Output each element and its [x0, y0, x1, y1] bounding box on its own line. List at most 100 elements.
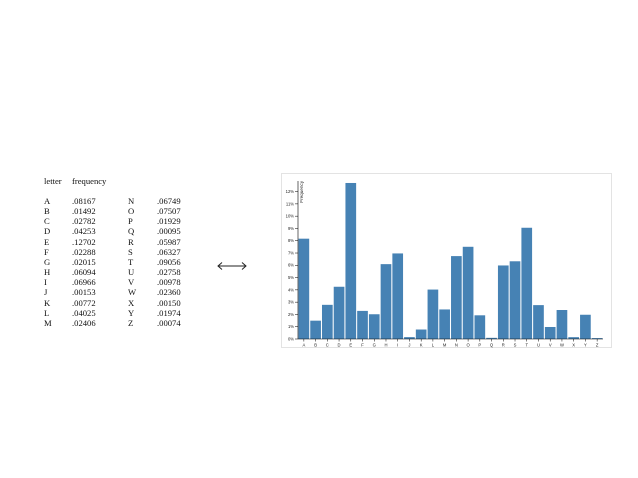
table-cell-frequency: .05987: [157, 236, 181, 247]
y-tick-label: 9%: [288, 226, 294, 231]
x-tick-label: O: [466, 343, 470, 348]
bar-W: [556, 310, 568, 339]
x-tick-label: H: [384, 343, 387, 348]
bar-C: [321, 304, 333, 339]
table-cell-letter: T: [128, 256, 134, 267]
bar-Q: [486, 337, 497, 339]
bar-E: [345, 182, 357, 339]
table-cell-frequency: .09056: [157, 256, 181, 267]
table-cell-letter: M: [44, 317, 52, 328]
x-tick-label: P: [478, 343, 481, 348]
table-header-frequency: frequency: [72, 176, 107, 186]
table-cell-frequency: .02015: [72, 256, 96, 267]
x-tick-label: A: [302, 343, 305, 348]
bar-L: [427, 289, 439, 339]
letter-frequency-bar-chart: 0% 1% 2% 3% 4% 5% 6% 7% 8% 9% 10% 11% 12% Frequency A B…: [286, 180, 603, 348]
x-tick-label: G: [373, 343, 376, 348]
y-tick-label: 0%: [288, 336, 294, 341]
bar-Y: [580, 314, 591, 339]
table-cell-frequency: .01929: [157, 216, 181, 227]
table-cell-frequency: .00095: [157, 226, 181, 237]
x-tick-label: W: [560, 343, 564, 348]
table-cell-frequency: .06749: [157, 196, 181, 206]
bar-K: [415, 329, 427, 339]
table-cell-letter: P: [128, 216, 133, 227]
x-tick-label: C: [326, 343, 329, 348]
y-tick-label: 5%: [288, 275, 294, 280]
table-cell-letter: U: [128, 267, 135, 278]
table-cell-frequency: .00074: [157, 317, 181, 328]
bar-V: [544, 326, 556, 339]
x-tick-label: Q: [490, 343, 494, 348]
bar-S: [509, 261, 521, 339]
x-tick-label: S: [514, 343, 517, 348]
bar-F: [357, 310, 368, 339]
table-cell-letter: E: [44, 236, 50, 247]
table-cell-letter: Y: [128, 307, 135, 318]
x-tick-label: F: [361, 343, 364, 348]
bar-M: [439, 309, 450, 339]
y-tick-label: 10%: [286, 214, 295, 219]
bar-D: [333, 286, 345, 339]
x-tick-label: U: [537, 343, 540, 348]
y-tick-label: 6%: [288, 263, 294, 268]
table-cell-letter: A: [44, 196, 51, 206]
bar-I: [392, 253, 404, 339]
table-cell-letter: Q: [128, 226, 135, 237]
table-cell-frequency: .00153: [72, 287, 96, 298]
table-cell-frequency: .06094: [72, 267, 96, 278]
table-cell-letter: W: [128, 287, 137, 298]
table-cell-frequency: .01492: [72, 206, 96, 217]
y-tick-label: 4%: [288, 287, 294, 292]
x-tick-label: J: [408, 343, 410, 348]
table-cell-frequency: .06327: [157, 246, 181, 257]
bar-G: [368, 314, 380, 339]
table-cell-frequency: .00978: [157, 277, 181, 288]
bar-R: [497, 265, 509, 339]
table-cell-letter: B: [44, 206, 50, 217]
x-tick-label: X: [572, 343, 575, 348]
bar-J: [404, 337, 415, 339]
table-cell-letter: S: [128, 246, 133, 257]
double-arrow-icon: [217, 262, 247, 270]
y-tick-label: 2%: [288, 312, 294, 317]
x-tick-label: M: [443, 343, 447, 348]
table-cell-letter: C: [44, 216, 50, 227]
y-tick-label: 12%: [286, 189, 295, 194]
x-tick-label: N: [455, 343, 458, 348]
table-cell-letter: K: [44, 297, 51, 308]
table-cell-frequency: .04253: [72, 226, 96, 237]
table-cell-frequency: .12702: [72, 236, 96, 247]
bar-O: [462, 246, 474, 339]
x-tick-label: Y: [584, 343, 587, 348]
table-cell-frequency: .07507: [157, 206, 181, 217]
table-cell-frequency: .04025: [72, 307, 96, 318]
table-cell-letter: J: [44, 287, 48, 298]
x-tick-label: E: [349, 343, 352, 348]
x-tick-label: I: [397, 343, 398, 348]
x-tick-label: B: [314, 343, 317, 348]
table-cell-frequency: .00772: [72, 297, 96, 308]
table-cell-letter: R: [128, 236, 134, 247]
table-cell-frequency: .02758: [157, 267, 181, 278]
x-tick-label: D: [338, 343, 341, 348]
table-cell-letter: O: [128, 206, 135, 217]
x-tick-label: Z: [596, 343, 599, 348]
bar-X: [568, 337, 580, 339]
bar-B: [310, 320, 321, 339]
table-cell-letter: L: [44, 307, 50, 318]
bar-H: [380, 264, 392, 339]
table-cell-frequency: .00150: [157, 297, 181, 308]
y-tick-label: 11%: [286, 201, 294, 206]
bar-T: [521, 227, 533, 339]
table-cell-letter: G: [44, 256, 51, 267]
table-cell-frequency: .01974: [157, 307, 181, 318]
y-tick-label: 7%: [288, 250, 294, 255]
table-cell-letter: N: [128, 196, 135, 206]
bar-chart-frame: 0% 1% 2% 3% 4% 5% 6% 7% 8% 9% 10% 11% 12% Frequency A B…: [281, 173, 612, 348]
table-cell-frequency: .02406: [72, 317, 96, 328]
table-cell-letter: H: [44, 267, 51, 278]
table-cell-letter: I: [44, 277, 47, 288]
bar-A: [298, 238, 310, 339]
table-cell-frequency: .02360: [157, 287, 181, 298]
